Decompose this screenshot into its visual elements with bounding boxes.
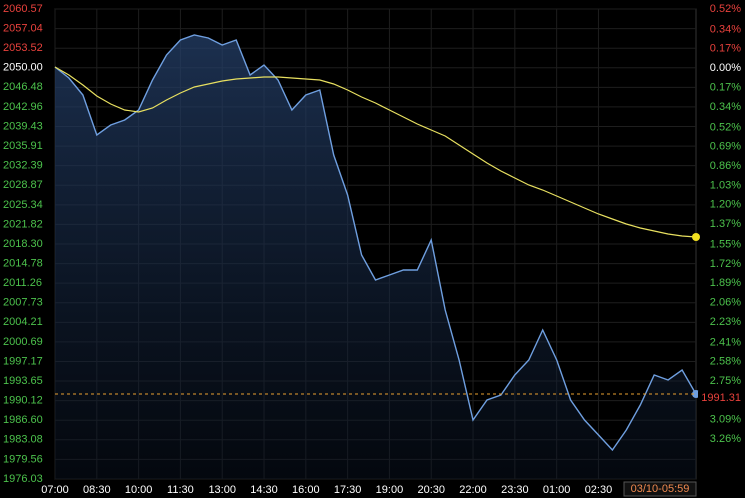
last-time-label: 03/10-05:59 [631,483,690,495]
y2-tick-label: 0.69% [710,141,741,153]
y-tick-label: 1993.65 [3,375,43,387]
y-tick-label: 2011.26 [3,277,42,289]
last-price-box [698,391,744,406]
y2-tick-label: 2.58% [710,356,741,368]
price-line [54,34,697,452]
y-tick-label: 2032.39 [3,160,43,172]
y-tick-label: 2004.21 [3,316,43,328]
y2-tick-label: 2.75% [710,375,741,387]
x-tick-label: 16:00 [292,484,320,496]
time-box [623,481,697,497]
x-tick-label: 11:30 [167,484,194,496]
y-tick-label: 1990.12 [3,395,43,407]
y-tick-label: 2046.48 [3,81,43,93]
x-tick-label: 13:00 [208,484,236,496]
y2-tick-label: 1.37% [710,218,741,230]
last-price-label: 1991.31 [701,392,741,404]
y2-tick-label: 2.23% [710,316,741,328]
y2-tick-label: 0.17% [710,43,741,55]
y2-tick-label: 2.41% [710,336,741,348]
y-tick-label: 1986.60 [3,414,43,426]
y2-tick-label: 0.86% [710,160,741,172]
y2-tick-label: 1.55% [710,238,741,250]
y2-tick-label: 0.34% [710,101,741,113]
y-tick-label: 2025.34 [3,199,43,211]
x-tick-label: 08:30 [83,484,111,496]
y-tick-label: 2039.43 [3,120,43,132]
x-tick-label: 10:00 [125,484,153,496]
y-tick-label: 2057.04 [3,23,43,35]
y-tick-label: 2035.91 [3,140,43,152]
y2-tick-label: 1.89% [710,277,741,289]
y-tick-label: 2053.52 [3,42,43,54]
y-tick-label: 1997.17 [3,355,43,367]
y-tick-label: 2042.96 [3,101,43,113]
y-tick-label: 1976.03 [3,473,43,485]
x-tick-label: 20:30 [417,484,445,496]
x-tick-label: 19:00 [376,484,404,496]
y-tick-label: 1983.08 [3,434,43,446]
y2-tick-label: 0.00% [710,62,741,74]
y2-tick-label: 3.09% [710,414,741,426]
y2-tick-label: 1.03% [710,179,741,191]
y2-tick-label: 1.20% [710,199,741,211]
y2-tick-label: 0.17% [710,81,741,93]
y-tick-label: 2007.73 [3,297,43,309]
x-tick-label: 17:30 [334,484,362,496]
x-tick-label: 23:30 [501,484,529,496]
price-area [55,35,696,479]
y2-tick-label: 3.26% [710,433,741,445]
y2-tick-label: 2.06% [710,297,741,309]
y-tick-label: 1979.56 [3,453,43,465]
y-tick-label: 2000.69 [3,336,43,348]
x-tick-label: 07:00 [41,484,69,496]
y-tick-label: 2014.78 [3,257,43,269]
x-tick-label: 14:30 [250,484,278,496]
y-tick-label: 2050.00 [3,62,43,74]
y-tick-label: 2018.30 [3,238,43,250]
y-tick-label: 2060.57 [3,3,43,15]
y2-tick-label: 0.52% [710,3,741,15]
end-dot [692,232,700,241]
y2-tick-label: 1.72% [710,258,741,270]
average-line [54,66,697,238]
y2-tick-label: 0.34% [710,23,741,35]
x-tick-label: 01:00 [543,484,571,496]
y2-tick-label: 0.52% [710,121,741,133]
y-tick-label: 2028.87 [3,179,43,191]
x-tick-label: 22:00 [459,484,487,496]
x-tick-label: 02:30 [585,484,613,496]
y-tick-label: 2021.82 [3,218,43,230]
